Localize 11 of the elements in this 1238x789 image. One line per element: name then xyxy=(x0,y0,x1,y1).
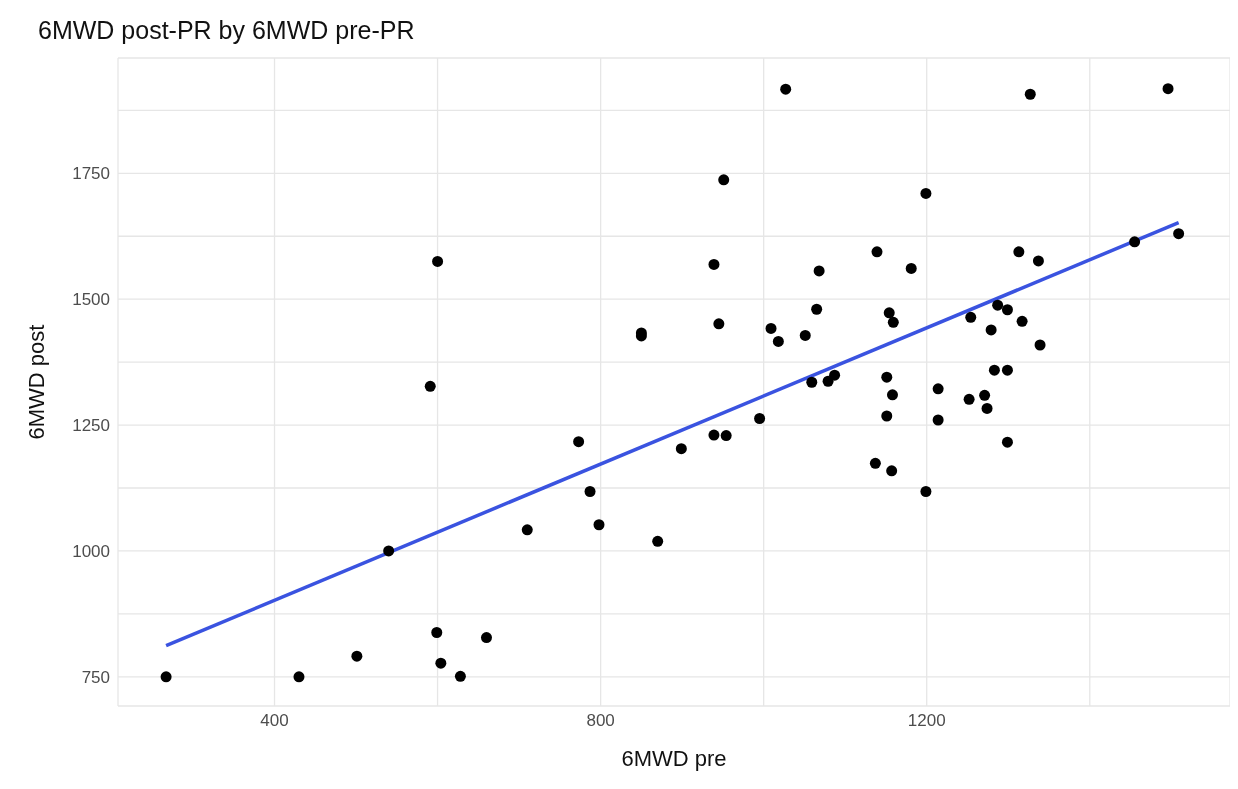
x-axis-title: 6MWD pre xyxy=(621,746,727,771)
y-tick-label: 1000 xyxy=(72,541,110,561)
x-tick-label: 800 xyxy=(586,711,615,731)
y-axis-title: 6MWD post xyxy=(23,324,49,440)
y-tick-label: 1500 xyxy=(72,290,110,310)
x-tick-label: 1200 xyxy=(907,711,946,731)
y-tick-label: 1750 xyxy=(72,164,110,184)
y-tick-label: 1250 xyxy=(72,416,110,436)
y-tick-label: 750 xyxy=(81,667,110,687)
x-tick-label: 400 xyxy=(260,711,289,731)
chart-title: 6MWD post-PR by 6MWD pre-PR xyxy=(37,15,416,46)
